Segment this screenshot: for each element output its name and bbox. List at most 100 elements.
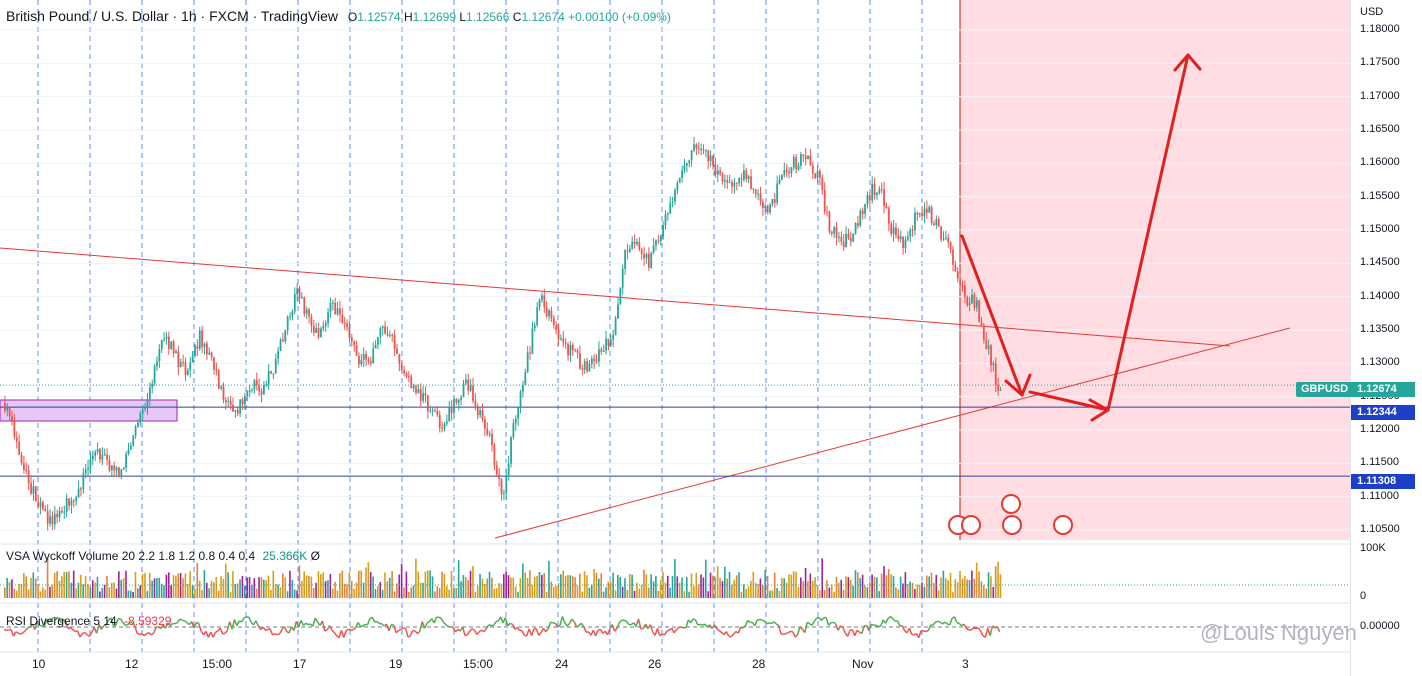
us-flag-icon[interactable] — [1002, 515, 1022, 535]
rsi-segment — [713, 624, 718, 630]
volume-bar — [341, 570, 344, 598]
economic-event-icons[interactable] — [948, 494, 1073, 535]
candle-body — [63, 511, 66, 513]
volume-bar — [514, 586, 517, 598]
rsi-segment — [76, 630, 81, 638]
price-axis[interactable] — [1350, 0, 1422, 676]
candle-body — [467, 379, 470, 391]
rsi-segment — [248, 616, 252, 623]
volume-bar — [137, 588, 139, 598]
candle-body — [524, 372, 527, 385]
volume-bar — [693, 586, 695, 598]
price-tick-label: 1.10500 — [1360, 523, 1400, 535]
candle-body — [424, 393, 427, 396]
price-tick-label: 1.17000 — [1360, 89, 1400, 102]
candle-body — [234, 410, 237, 412]
volume-bar — [719, 578, 721, 598]
rsi-segment — [507, 622, 511, 627]
candle-body — [899, 236, 902, 240]
candle-body — [431, 410, 434, 412]
us-flag-icon[interactable] — [961, 515, 981, 535]
volume-bar — [365, 567, 367, 598]
candle-body — [873, 184, 876, 195]
volume-bar — [68, 571, 70, 598]
volume-bar — [118, 571, 120, 598]
volume-bar — [902, 583, 904, 598]
volume-bar — [467, 580, 469, 598]
rsi-indicator-label[interactable]: RSI Divergence 5 14 -8.59329 — [6, 614, 172, 628]
volume-bar — [18, 583, 20, 598]
volume-bar — [721, 581, 724, 598]
volume-bar — [172, 574, 175, 598]
rsi-segment — [851, 629, 856, 637]
rsi-segment — [331, 629, 335, 633]
volume-bar — [327, 580, 329, 598]
rsi-segment — [911, 633, 915, 636]
symbol-title[interactable]: British Pound / U.S. Dollar · 1h · FXCM … — [6, 8, 338, 24]
rsi-segment — [179, 618, 183, 622]
uk-flag-icon[interactable] — [1001, 494, 1021, 514]
candle-body — [536, 307, 539, 326]
candle-body — [526, 352, 529, 373]
candle-body — [70, 500, 73, 506]
candle-body — [693, 144, 695, 151]
rsi-segment — [20, 632, 24, 635]
candle-body — [151, 383, 154, 388]
chart-pane[interactable] — [0, 0, 1350, 676]
rsi-segment — [766, 622, 770, 625]
candle-body — [963, 285, 966, 297]
volume-bar — [277, 584, 279, 598]
volume-bar — [762, 585, 764, 598]
rsi-segment — [804, 622, 808, 633]
volume-bar — [906, 584, 909, 598]
rsi-segment — [925, 629, 929, 633]
candle-body — [246, 391, 249, 397]
candle-body — [890, 223, 893, 234]
price-tick-label: 1.14000 — [1360, 289, 1400, 302]
volume-bar — [647, 587, 650, 598]
rsi-segment — [443, 622, 447, 626]
candle-body — [291, 311, 294, 317]
rsi-segment — [184, 620, 188, 624]
rsi-segment — [155, 625, 159, 629]
candle-body — [788, 171, 790, 174]
candle-body — [541, 295, 543, 300]
candle-body — [994, 363, 997, 385]
candle-body — [137, 422, 139, 428]
volume-bar — [598, 578, 600, 598]
candle-body — [284, 330, 287, 342]
volume-bar — [631, 574, 633, 598]
volume-bar — [583, 571, 586, 598]
volume-bar — [541, 574, 543, 598]
volume-bar — [158, 577, 161, 598]
candle-body — [669, 202, 672, 214]
volume-bar — [852, 585, 854, 598]
volume-bar — [77, 582, 80, 598]
candle-body — [975, 300, 978, 308]
rsi-segment — [438, 616, 442, 620]
candle-body — [828, 211, 831, 232]
candle-body — [167, 336, 170, 349]
rsi-segment — [72, 629, 76, 633]
volume-bar — [476, 585, 479, 598]
candle-body — [56, 514, 59, 518]
candle-body — [160, 340, 163, 350]
volume-indicator-label[interactable]: VSA Wyckoff Volume 20 2.2 1.8 1.2 0.8 0.… — [6, 549, 320, 563]
rsi-segment — [481, 629, 485, 633]
volume-bar — [141, 573, 144, 598]
volume-bar — [569, 575, 572, 598]
candle-body — [308, 309, 310, 317]
candle-body — [662, 225, 665, 237]
rsi-segment — [663, 630, 668, 636]
arrow-down — [960, 234, 1024, 397]
volume-bar — [517, 591, 519, 598]
volume-bar — [324, 581, 327, 598]
arrow-right — [1028, 390, 1110, 412]
candle-body — [220, 386, 223, 389]
us-flag-icon[interactable] — [1053, 515, 1073, 535]
rsi-segment — [219, 627, 224, 635]
candle-body — [481, 410, 484, 420]
candle-body — [838, 236, 840, 238]
volume-bar — [845, 576, 847, 598]
volume-bar — [643, 569, 645, 598]
